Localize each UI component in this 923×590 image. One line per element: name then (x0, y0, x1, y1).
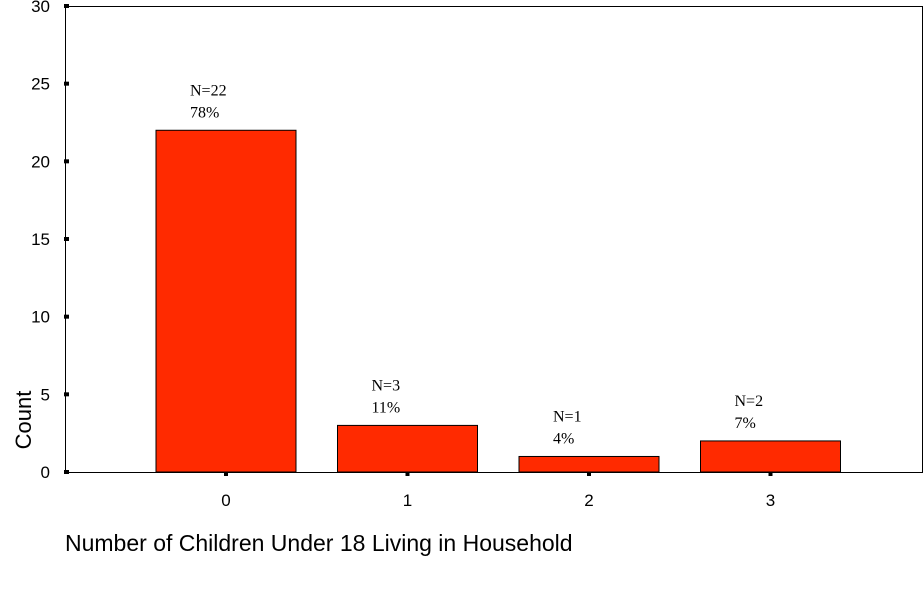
data-label-count: N=3 (372, 377, 401, 394)
y-tick-mark (64, 4, 69, 8)
x-tick-mark (587, 471, 591, 476)
bars (155, 129, 841, 473)
y-tick-mark (64, 314, 69, 319)
x-tick-label: 2 (584, 491, 593, 510)
x-tick-label: 3 (766, 491, 775, 510)
data-label-count: N=1 (553, 408, 582, 425)
bar (155, 129, 297, 473)
x-axis: 0 1 2 3 (221, 471, 775, 510)
data-label-percent: 78% (190, 104, 219, 121)
x-tick-mark (224, 471, 228, 476)
y-tick-label: 5 (41, 385, 50, 404)
data-labels: N=22 78% N=3 11% N=1 4% N=2 7% (190, 82, 763, 447)
y-tick-label: 15 (31, 230, 50, 249)
data-label-count: N=22 (190, 82, 227, 99)
x-tick-label: 1 (403, 491, 412, 510)
data-label-count: N=2 (735, 393, 764, 410)
bar (518, 455, 660, 473)
y-tick-mark (64, 237, 69, 241)
y-tick-mark (64, 159, 69, 164)
y-tick-label: 0 (41, 463, 50, 482)
y-tick-label: 10 (31, 308, 50, 327)
y-tick-label: 25 (31, 75, 50, 94)
x-axis-title: Number of Children Under 18 Living in Ho… (65, 530, 573, 556)
data-label-percent: 11% (372, 399, 401, 416)
data-label-percent: 4% (553, 430, 574, 447)
y-tick-mark (64, 392, 69, 397)
x-tick-mark (768, 471, 773, 476)
data-label-percent: 7% (735, 415, 756, 432)
y-tick-mark (64, 470, 69, 474)
x-tick-mark (405, 471, 410, 476)
y-tick-label: 20 (31, 152, 50, 171)
x-tick-label: 0 (221, 491, 230, 510)
y-axis-title: Count (11, 391, 36, 450)
bar (337, 424, 478, 473)
y-axis: 0 5 10 15 20 25 30 (31, 0, 69, 482)
bar (700, 440, 841, 473)
y-tick-label: 30 (31, 0, 50, 16)
y-tick-mark (64, 81, 69, 86)
